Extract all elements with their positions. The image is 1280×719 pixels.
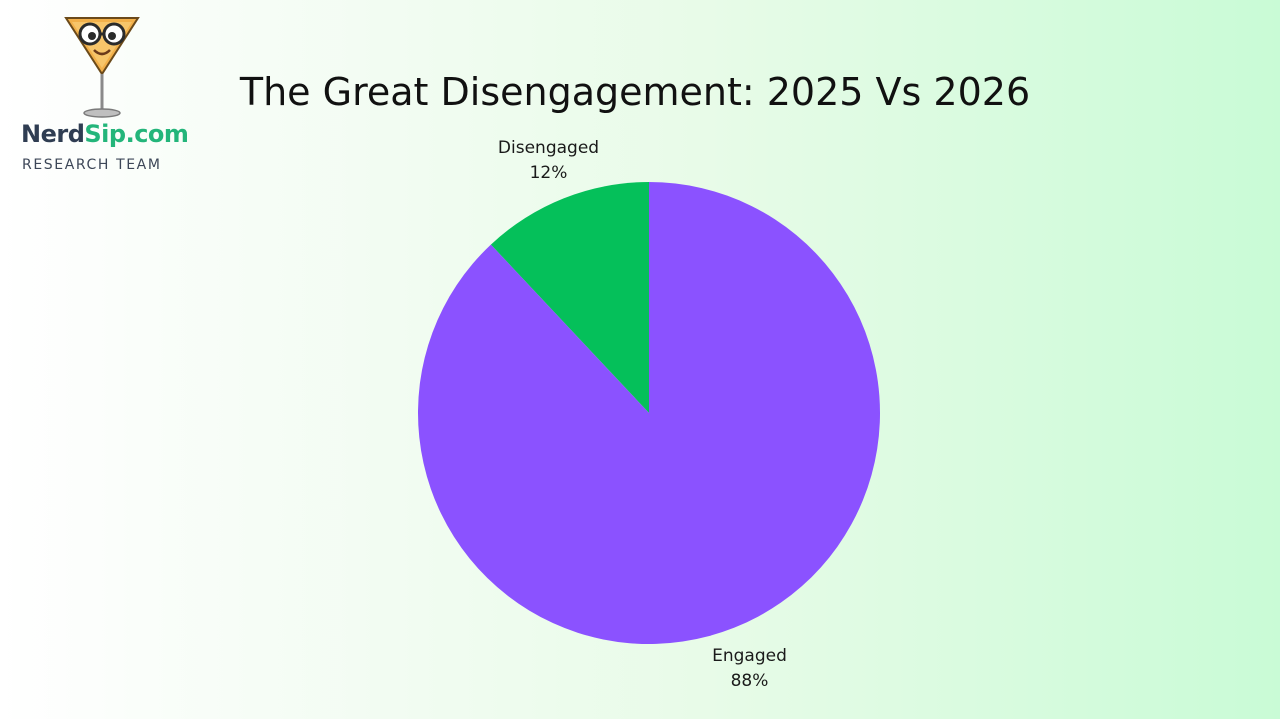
- martini-mascot-icon: [64, 17, 140, 118]
- logo-brand-nerd: Nerd: [21, 120, 85, 148]
- logo: NerdSip.com RESEARCH TEAM: [14, 10, 194, 180]
- logo-brand-text: NerdSip.com: [21, 120, 189, 148]
- logo-tagline: RESEARCH TEAM: [22, 157, 162, 173]
- pie-slice-value-engaged: 88%: [731, 671, 769, 691]
- pie-slice-engaged: [418, 182, 881, 645]
- pie-slice-disengaged: [490, 182, 649, 413]
- chart-title: The Great Disengagement: 2025 Vs 2026: [239, 70, 1031, 114]
- pie-slice-value-disengaged: 12%: [530, 163, 568, 183]
- pie-slice-label-disengaged: Disengaged: [498, 138, 599, 158]
- logo-brand-sip: Sip.com: [84, 120, 189, 148]
- pie-slice-label-engaged: Engaged: [712, 646, 787, 666]
